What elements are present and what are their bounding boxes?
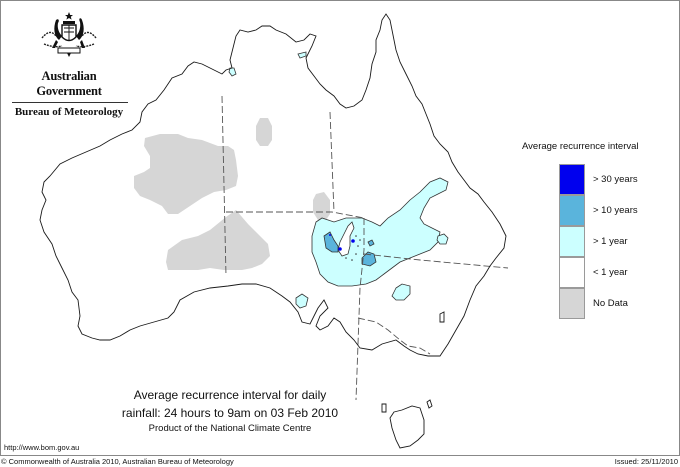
no-data-regions [134,118,330,270]
map-caption: Average recurrence interval for daily ra… [100,386,360,435]
legend-label: > 10 years [593,205,638,216]
copyright-notice: © Commonwealth of Australia 2010, Austra… [1,457,234,466]
legend-label: > 1 year [593,236,628,247]
map-subtitle: Product of the National Climate Centre [148,423,312,434]
map-title-line2: rainfall: 24 hours to 9am on 03 Feb 2010 [121,406,339,420]
gt-1-year-regions [228,51,449,309]
legend-swatch [559,257,585,288]
department-name: Bureau of Meteorology [14,106,124,118]
legend-item-no-data: No Data [522,288,672,319]
legend-item-gt-30-years: > 30 years [522,164,672,195]
legend-swatch [559,195,585,226]
legend-label: < 1 year [593,267,628,278]
gt-10-year-regions [323,231,377,267]
issued-date: Issued: 25/11/2010 [614,457,678,466]
legend-title: Average recurrence interval [522,141,639,152]
map-title-line1: Average recurrence interval for daily [133,388,327,402]
coastline [39,13,507,449]
legend-label: No Data [593,298,628,309]
legend: Average recurrence interval > 30 years >… [522,141,672,319]
logo-divider [12,102,128,103]
legend-swatch [559,226,585,257]
organisation-name: Australian Government [36,69,102,98]
legend-item-gt-1-year: > 1 year [522,226,672,257]
government-logo: Australian Government Bureau of Meteorol… [8,10,130,118]
gt-30-year-regions [329,234,355,251]
state-borders [221,95,509,401]
legend-swatch [559,288,585,319]
lake-eyre [337,221,355,257]
coat-of-arms-icon [41,12,97,57]
website-link[interactable]: http://www.bom.gov.au [4,443,80,452]
legend-item-gt-10-years: > 10 years [522,195,672,226]
legend-swatch [559,164,585,195]
legend-label: > 30 years [593,174,638,185]
legend-item-lt-1-year: < 1 year [522,257,672,288]
small-dots [345,235,361,261]
